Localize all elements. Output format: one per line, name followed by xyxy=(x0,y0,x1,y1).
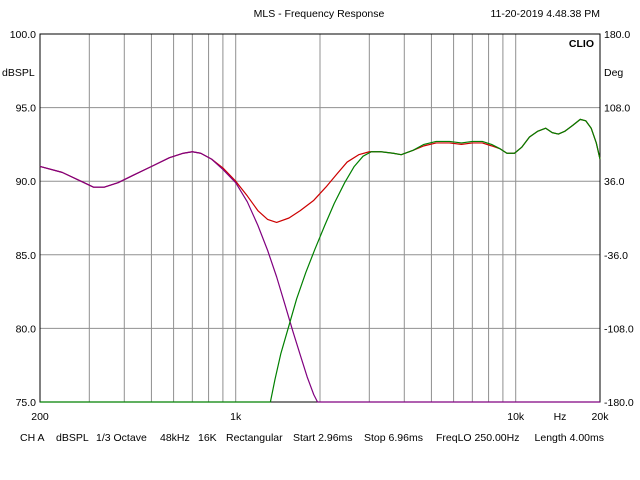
x-unit-label: Hz xyxy=(554,411,567,423)
series-group xyxy=(39,118,601,403)
y2-tick-labels: 180.0 108.0 36.0 -36.0 -108.0 -180.0 xyxy=(604,29,634,409)
y-tick-labels: 100.0 95.0 90.0 85.0 80.0 75.0 xyxy=(10,29,36,409)
y2-tick-label: 108.0 xyxy=(604,103,630,115)
info-freq-lo: FreqLO 250.00Hz xyxy=(436,432,519,444)
info-smoothing: 1/3 Octave xyxy=(96,432,147,444)
y2-axis-label: Deg xyxy=(604,67,623,79)
x-tick-label: 20k xyxy=(592,411,610,423)
x-tick-label: 200 xyxy=(31,411,49,423)
x-tick-labels: 200 1k 10k 20k xyxy=(31,411,609,423)
y-tick-label: 100.0 xyxy=(10,29,36,41)
info-mls-size: 16K xyxy=(198,432,217,444)
y2-tick-label: -108.0 xyxy=(604,323,634,335)
info-unit: dBSPL xyxy=(56,432,89,444)
info-channel: CH A xyxy=(20,432,45,444)
info-start: Start 2.96ms xyxy=(293,432,353,444)
y-tick-label: 85.0 xyxy=(16,250,37,262)
brand-label: CLIO xyxy=(569,38,594,50)
timestamp: 11-20-2019 4.48.38 PM xyxy=(490,8,600,20)
y2-tick-label: 180.0 xyxy=(604,29,630,41)
grid xyxy=(40,34,600,402)
series-line-2 xyxy=(39,151,600,403)
x-tick-label: 10k xyxy=(507,411,525,423)
y-tick-label: 80.0 xyxy=(16,323,37,335)
y-tick-label: 90.0 xyxy=(16,176,37,188)
info-sample-rate: 48kHz xyxy=(160,432,190,444)
y2-tick-label: 36.0 xyxy=(604,176,625,188)
y-tick-label: 75.0 xyxy=(16,397,37,409)
chart-title: MLS - Frequency Response xyxy=(254,8,385,20)
info-stop: Stop 6.96ms xyxy=(364,432,423,444)
info-window: Rectangular xyxy=(226,432,283,444)
y2-tick-label: -180.0 xyxy=(604,397,634,409)
info-length: Length 4.00ms xyxy=(535,432,604,444)
measurement-info-bar: CH A dBSPL 1/3 Octave 48kHz 16K Rectangu… xyxy=(20,432,604,444)
x-tick-label: 1k xyxy=(230,411,242,423)
y-tick-label: 95.0 xyxy=(16,103,37,115)
y2-tick-label: -36.0 xyxy=(604,250,628,262)
series-line-3 xyxy=(40,118,601,403)
y-axis-label: dBSPL xyxy=(2,67,35,79)
